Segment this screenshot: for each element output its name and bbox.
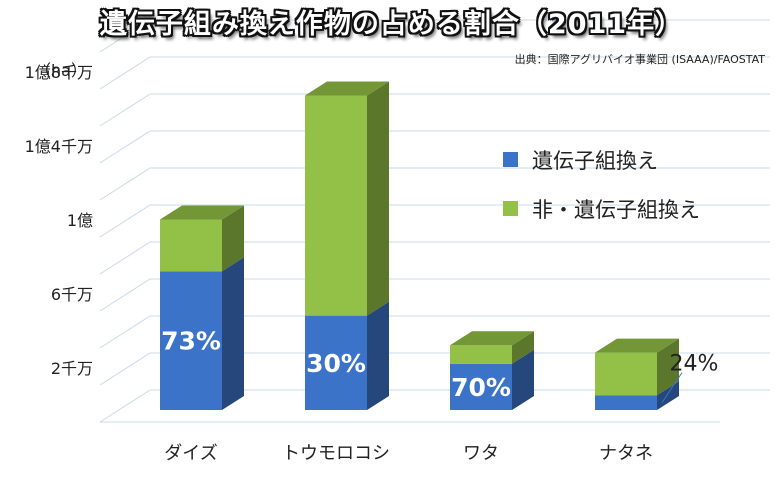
y-tick-label: 1億 bbox=[67, 211, 93, 230]
legend-label-gm: 遺伝子組換え bbox=[532, 149, 658, 173]
bar-front-non-gm bbox=[305, 95, 367, 316]
category-label: ナタネ bbox=[599, 443, 653, 464]
grid-diagonal bbox=[99, 130, 151, 164]
bar-side bbox=[657, 338, 679, 396]
bar-side bbox=[512, 349, 534, 410]
legend-swatch-non-gm bbox=[503, 201, 518, 216]
grid-diagonal bbox=[99, 389, 151, 423]
percent-label: 70% bbox=[451, 373, 511, 402]
legend-swatch-gm bbox=[503, 152, 518, 167]
bar-side bbox=[222, 205, 244, 272]
bar-group: 24% bbox=[595, 338, 719, 410]
bar-side bbox=[657, 381, 679, 410]
grid-diagonal bbox=[99, 278, 151, 312]
grid-diagonal bbox=[99, 204, 151, 238]
bar-top bbox=[595, 338, 679, 353]
y-tick-label: 2千万 bbox=[51, 359, 93, 378]
bar-side bbox=[222, 257, 244, 410]
bar-front-gm bbox=[595, 395, 657, 410]
bar-side bbox=[367, 301, 389, 410]
y-tick-label: 1億8千万 bbox=[25, 63, 93, 82]
bar-front-gm bbox=[305, 315, 367, 410]
bar-top bbox=[450, 331, 534, 346]
category-labels: ダイズ トウモロコシ ワタ ナタネ bbox=[164, 443, 653, 464]
y-axis-ticks: 2千万 6千万 1億 1億4千万 1億8千万 bbox=[25, 63, 93, 378]
percent-label: 30% bbox=[306, 349, 366, 378]
y-tick-label: 6千万 bbox=[51, 285, 93, 304]
category-label: ワタ bbox=[463, 443, 499, 464]
grid-lines bbox=[99, 19, 770, 423]
bar-front-gm bbox=[160, 271, 222, 410]
bar-side bbox=[367, 81, 389, 316]
percent-label: 73% bbox=[161, 327, 221, 356]
bar-side bbox=[512, 331, 534, 364]
chart-title: 遺伝子組み換え作物の占める割合（2011年） bbox=[99, 9, 684, 40]
bar-front-non-gm bbox=[160, 219, 222, 272]
grid-diagonal bbox=[99, 352, 151, 386]
bar-top bbox=[160, 205, 244, 220]
bar-group: 70% bbox=[450, 331, 534, 410]
legend: 遺伝子組換え 非・遺伝子組換え bbox=[503, 149, 700, 222]
grid-diagonal bbox=[99, 93, 151, 127]
grid-diagonal bbox=[99, 241, 151, 275]
grid-diagonal bbox=[99, 56, 151, 90]
percent-leader-line bbox=[661, 372, 683, 403]
bar-front-non-gm bbox=[450, 345, 512, 364]
bar-front-non-gm bbox=[595, 352, 657, 396]
grid-diagonal bbox=[99, 19, 151, 53]
bar-group: 30% bbox=[305, 81, 389, 410]
bars: 73% 30% 70% 24% bbox=[160, 81, 719, 410]
grid-diagonal bbox=[99, 167, 151, 201]
source-note: 出典：国際アグリバイオ事業団 (ISAAA)/FAOSTAT bbox=[514, 53, 765, 66]
y-tick-label: 1億4千万 bbox=[25, 137, 93, 156]
bar-top bbox=[305, 81, 389, 96]
category-label: ダイズ bbox=[164, 443, 217, 464]
grid-diagonal bbox=[99, 315, 151, 349]
bar-front-gm bbox=[450, 363, 512, 410]
percent-label: 24% bbox=[670, 352, 719, 377]
legend-label-non-gm: 非・遺伝子組換え bbox=[532, 198, 700, 222]
bar-group: 73% bbox=[160, 205, 244, 410]
category-label: トウモロコシ bbox=[282, 443, 390, 464]
y-axis-label: （ha） bbox=[35, 61, 87, 80]
